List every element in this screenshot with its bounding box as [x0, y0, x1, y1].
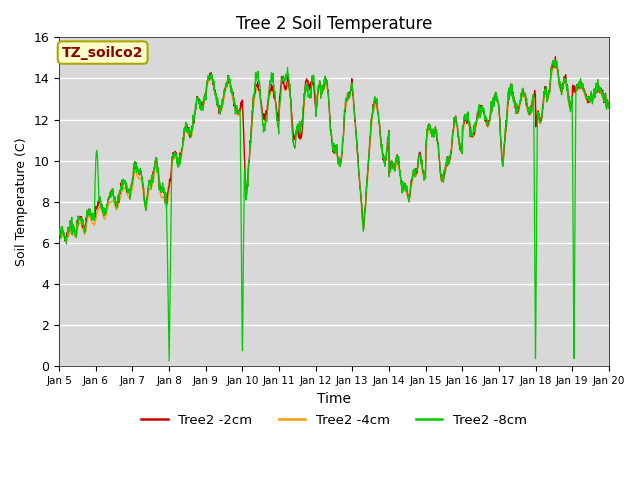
Tree2 -2cm	[239, 122, 247, 128]
Tree2 -2cm	[605, 103, 612, 109]
Tree2 -8cm	[549, 58, 557, 63]
Tree2 -8cm	[540, 90, 548, 96]
Tree2 -4cm	[177, 154, 185, 159]
Tree2 -2cm	[63, 239, 70, 244]
Y-axis label: Soil Temperature (C): Soil Temperature (C)	[15, 138, 28, 266]
Tree2 -4cm	[553, 62, 561, 68]
Tree2 -4cm	[239, 111, 247, 117]
Line: Tree2 -8cm: Tree2 -8cm	[59, 60, 609, 361]
Tree2 -2cm	[540, 89, 548, 95]
Legend: Tree2 -2cm, Tree2 -4cm, Tree2 -8cm: Tree2 -2cm, Tree2 -4cm, Tree2 -8cm	[136, 408, 532, 432]
Tree2 -2cm	[164, 184, 172, 190]
Tree2 -4cm	[605, 105, 612, 111]
Tree2 -8cm	[239, 265, 247, 271]
Tree2 -8cm	[55, 225, 63, 231]
Tree2 -2cm	[420, 172, 428, 178]
Tree2 -2cm	[552, 54, 559, 60]
Tree2 -8cm	[420, 171, 428, 177]
X-axis label: Time: Time	[317, 392, 351, 406]
Tree2 -8cm	[178, 147, 186, 153]
Tree2 -8cm	[492, 89, 499, 95]
Tree2 -8cm	[605, 101, 612, 107]
Title: Tree 2 Soil Temperature: Tree 2 Soil Temperature	[236, 15, 432, 33]
Tree2 -2cm	[492, 92, 499, 98]
Text: TZ_soilco2: TZ_soilco2	[62, 46, 143, 60]
Tree2 -4cm	[55, 234, 63, 240]
Line: Tree2 -2cm: Tree2 -2cm	[59, 57, 609, 241]
Tree2 -8cm	[164, 291, 172, 297]
Tree2 -8cm	[165, 358, 173, 364]
Tree2 -2cm	[178, 146, 186, 152]
Tree2 -4cm	[164, 197, 172, 203]
Tree2 -4cm	[491, 98, 499, 104]
Tree2 -4cm	[540, 101, 547, 107]
Tree2 -2cm	[55, 230, 63, 236]
Line: Tree2 -4cm: Tree2 -4cm	[59, 65, 609, 237]
Tree2 -4cm	[419, 172, 427, 178]
